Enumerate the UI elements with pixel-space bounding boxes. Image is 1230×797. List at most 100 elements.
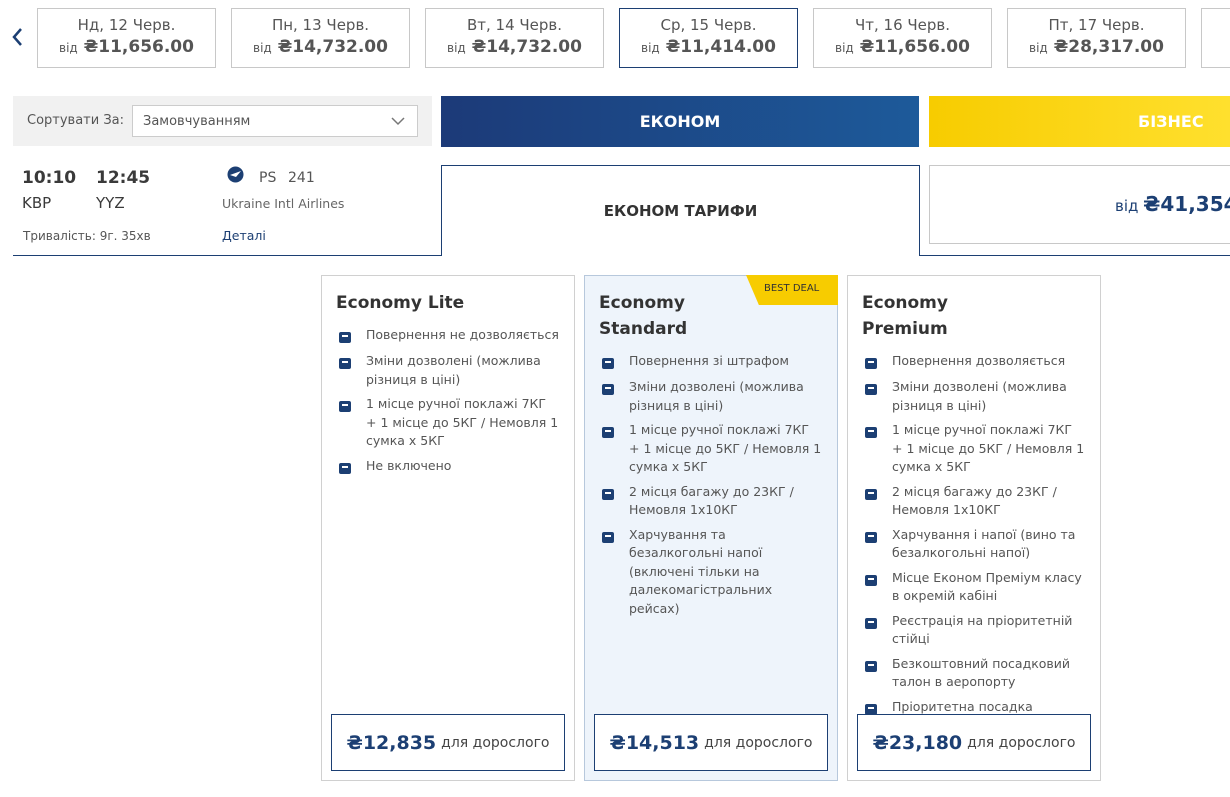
fare-card: BEST DEAL Economy Standard Повернення зі ш… bbox=[584, 275, 838, 781]
price-button[interactable]: ₴23,180 для дорослого bbox=[857, 714, 1091, 771]
feature-text: Повернення зі штрафом bbox=[629, 353, 789, 368]
fare-price: ₴14,513 bbox=[609, 731, 700, 754]
airline: Ukraine Intl Airlines bbox=[222, 196, 345, 211]
feature-icon bbox=[865, 574, 877, 586]
economy-fares-tab[interactable]: ЕКОНОМ ТАРИФИ bbox=[441, 165, 920, 256]
details-link[interactable]: Деталі bbox=[222, 228, 266, 243]
feature-icon bbox=[602, 384, 614, 395]
business-from: від bbox=[1115, 197, 1139, 215]
price-unit: для дорослого bbox=[967, 734, 1076, 751]
feature-icon bbox=[602, 488, 614, 500]
date-tab[interactable]: Вт, 14 Черв. від ₴14,732.00 bbox=[425, 8, 604, 68]
feature-icon bbox=[339, 401, 351, 412]
business-fares-tab[interactable]: від ₴41,354 bbox=[929, 165, 1230, 244]
feature: 1 місце ручної поклажі 7КГ + 1 місце до … bbox=[336, 395, 560, 451]
date-tab[interactable]: Пт, 17 Черв. від ₴28,317.00 bbox=[1007, 8, 1186, 68]
date-tab-price: ₴11,656.00 bbox=[83, 37, 194, 57]
date-tab-from: від bbox=[59, 41, 78, 55]
feature: Харчування і напої (вино та безалкогольн… bbox=[862, 526, 1086, 563]
feature: 2 місця багажу до 23КГ / Немовля 1x10КГ bbox=[599, 483, 823, 520]
feature-icon bbox=[602, 358, 614, 369]
feature-icon bbox=[865, 358, 877, 369]
feature-icon bbox=[602, 427, 614, 438]
feature-text: 1 місце ручної поклажі 7КГ + 1 місце до … bbox=[366, 396, 559, 448]
sort-bar: Сортувати За: Замовчуванням bbox=[13, 96, 432, 146]
fare-price: ₴23,180 bbox=[872, 731, 963, 754]
date-tab[interactable]: Чт, 16 Черв. від ₴11,656.00 bbox=[813, 8, 992, 68]
date-tab-price-row: від ₴11,656.00 bbox=[814, 37, 991, 57]
flight-number: 241 bbox=[288, 170, 315, 186]
feature-text: Зміни дозволені (можлива різниця в ціні) bbox=[366, 353, 541, 387]
arrive-airport: YYZ bbox=[96, 194, 125, 212]
date-tab-price: ₴28,317.00 bbox=[1053, 37, 1164, 57]
feature-text: Харчування і напої (вино та безалкогольн… bbox=[892, 526, 1076, 561]
economy-header[interactable]: ЕКОНОМ bbox=[441, 96, 919, 147]
date-tab-day: Нд, 12 Черв. bbox=[77, 16, 176, 34]
feature-text: Харчування та безалкогольні напої (включ… bbox=[629, 526, 773, 616]
feature-icon bbox=[339, 332, 351, 343]
feature: Місце Економ Преміум класу в окремій каб… bbox=[862, 569, 1086, 606]
feature: 1 місце ручної поклажі 7КГ + 1 місце до … bbox=[599, 421, 823, 477]
feature: Харчування та безалкогольні напої (включ… bbox=[599, 526, 823, 619]
feature-icon bbox=[865, 384, 877, 395]
feature-icon bbox=[865, 488, 877, 500]
fare-card: Economy Premium Повернення дозволяється Зм… bbox=[847, 275, 1101, 781]
feature: Повернення зі штрафом bbox=[599, 352, 823, 372]
feature-icon bbox=[339, 358, 351, 369]
best-deal-badge: BEST DEAL bbox=[746, 275, 838, 305]
date-tab-price-row: від ₴14,732.00 bbox=[232, 37, 409, 57]
feature-icon bbox=[339, 462, 351, 474]
price-button[interactable]: ₴14,513 для дорослого bbox=[594, 714, 828, 771]
business-price: ₴41,354 bbox=[1143, 192, 1230, 216]
feature-icon bbox=[865, 703, 877, 715]
fare-name: Economy Lite bbox=[336, 293, 465, 313]
prev-arrow[interactable] bbox=[10, 26, 26, 48]
date-tab[interactable]: Ср, 15 Черв. від ₴11,414.00 bbox=[619, 8, 798, 68]
date-tab-price: ₴11,414.00 bbox=[665, 37, 776, 57]
feature: Повернення не дозволяється bbox=[336, 326, 560, 346]
price-button[interactable]: ₴12,835 для дорослого bbox=[331, 714, 565, 771]
feature: Реєстрація на пріоритетній стійці bbox=[862, 612, 1086, 649]
feature-text: Місце Економ Преміум класу в окремій каб… bbox=[892, 569, 1082, 604]
feature-text: 1 місце ручної поклажі 7КГ + 1 місце до … bbox=[629, 422, 822, 474]
feature-text: Пріоритетна посадка bbox=[892, 698, 1033, 714]
date-tab-from: від bbox=[641, 41, 660, 55]
depart-time: 10:10 bbox=[22, 168, 77, 188]
feature-text: Зміни дозволені (можлива різниця в ціні) bbox=[892, 379, 1067, 413]
sort-select[interactable]: Замовчуванням bbox=[132, 105, 418, 137]
feature-text: Повернення дозволяється bbox=[892, 353, 1066, 368]
flight-code: PS bbox=[259, 170, 277, 186]
date-tab-price: ₴14,732.00 bbox=[277, 37, 388, 57]
price-unit: для дорослого bbox=[704, 734, 813, 751]
sort-label: Сортувати За: bbox=[27, 113, 125, 128]
feature: 1 місце ручної поклажі 7КГ + 1 місце до … bbox=[862, 421, 1086, 477]
date-tab-day: Пн, 13 Черв. bbox=[271, 16, 370, 34]
feature-icon bbox=[865, 617, 877, 629]
feature: Не включено bbox=[336, 457, 560, 477]
sort-value: Замовчуванням bbox=[143, 114, 251, 129]
feature: Зміни дозволені (можлива різниця в ціні) bbox=[862, 378, 1086, 415]
date-tab-partial[interactable] bbox=[1201, 8, 1230, 68]
date-tab-day: Пт, 17 Черв. bbox=[1048, 16, 1145, 34]
fare-name: Economy Standard bbox=[599, 293, 688, 339]
date-tab-price: ₴14,732.00 bbox=[471, 37, 582, 57]
date-tab-price: ₴11,656.00 bbox=[859, 37, 970, 57]
feature-icon bbox=[865, 427, 877, 438]
date-tab[interactable]: Нд, 12 Черв. від ₴11,656.00 bbox=[37, 8, 216, 68]
fare-card: Economy Lite Повернення не дозволяється Зм… bbox=[321, 275, 575, 781]
feature-icon bbox=[865, 531, 877, 543]
date-tab-price-row: від ₴11,414.00 bbox=[620, 37, 797, 57]
feature: 2 місця багажу до 23КГ / Немовля 1x10КГ bbox=[862, 483, 1086, 520]
date-tab-price-row: від ₴14,732.00 bbox=[426, 37, 603, 57]
fare-price: ₴12,835 bbox=[346, 731, 437, 754]
depart-airport: KBP bbox=[22, 194, 52, 212]
business-header[interactable]: БІЗНЕС bbox=[929, 96, 1230, 147]
feature: Пріоритетна посадка bbox=[862, 698, 1086, 718]
feature-text: Повернення не дозволяється bbox=[366, 327, 559, 342]
feature-text: 1 місце ручної поклажі 7КГ + 1 місце до … bbox=[892, 422, 1085, 474]
date-tab-from: від bbox=[447, 41, 466, 55]
date-tab[interactable]: Пн, 13 Черв. від ₴14,732.00 bbox=[231, 8, 410, 68]
tab-line bbox=[920, 255, 1230, 256]
flight-row: 10:10 KBP 12:45 YYZ PS 241 Ukraine Intl … bbox=[13, 150, 441, 256]
